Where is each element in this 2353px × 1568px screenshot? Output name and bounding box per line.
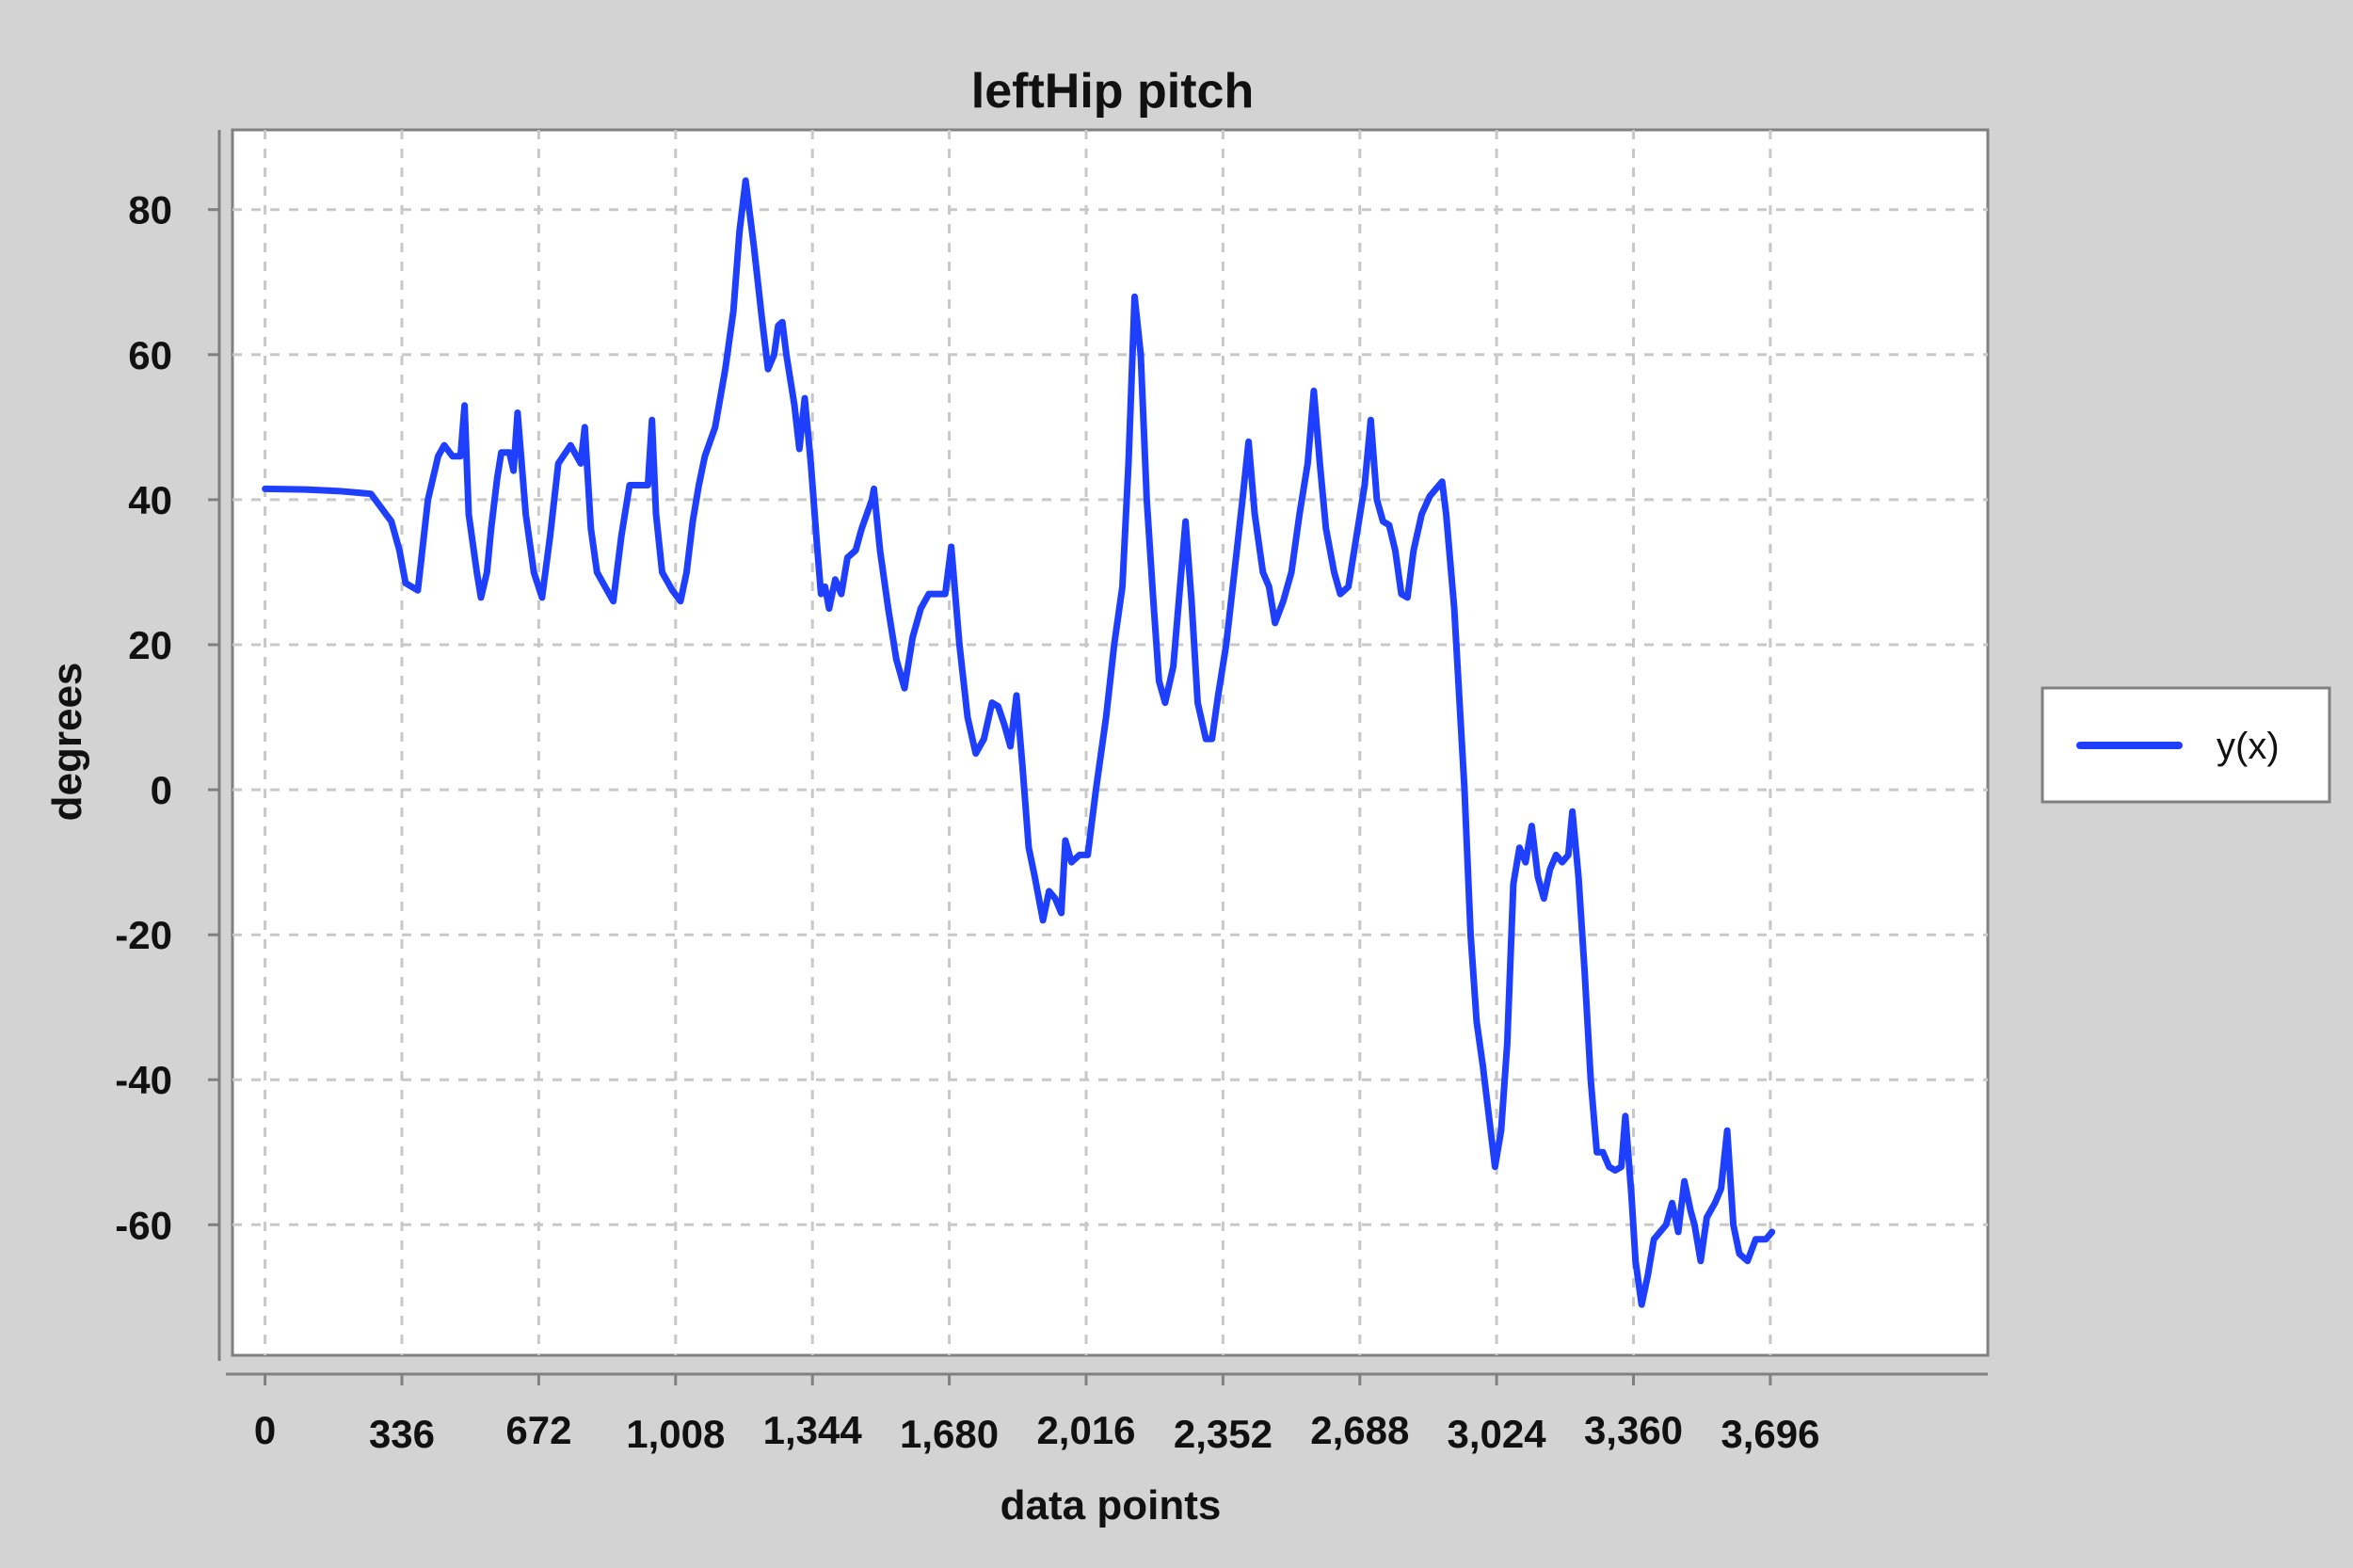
series-line	[262, 177, 1776, 1308]
y-tick-label: 80	[128, 188, 172, 232]
x-tick-label: 1,008	[626, 1412, 725, 1456]
x-tick-label: 0	[254, 1408, 276, 1452]
plot-area	[231, 128, 1990, 1357]
y-tick-label: 60	[128, 333, 172, 377]
x-tick-label: 3,024	[1448, 1412, 1547, 1456]
axis-ticks: 0 336 672 1,008 1,344 1,680 2,016 2,352 2,688 3,0…	[115, 188, 1819, 1456]
x-tick-label: 336	[369, 1412, 435, 1456]
x-tick-label: 672	[505, 1408, 571, 1452]
x-tick-label: 1,344	[763, 1408, 863, 1452]
legend: y(x)	[2041, 686, 2331, 804]
x-tick-label: 3,360	[1584, 1408, 1683, 1452]
legend-label: y(x)	[2217, 726, 2280, 767]
y-tick-label: 40	[128, 478, 172, 522]
y-tick-label: -40	[115, 1058, 172, 1102]
x-axis-label: data points	[1000, 1482, 1222, 1528]
y-axis-label: degrees	[44, 663, 90, 822]
y-tick-label: 0	[151, 768, 172, 812]
chart-title: leftHip pitch	[971, 64, 1254, 119]
x-tick-label: 3,696	[1721, 1412, 1819, 1456]
grid-lines	[232, 130, 1988, 1355]
y-tick-label: -20	[115, 913, 172, 957]
x-tick-label: 2,688	[1310, 1408, 1409, 1452]
x-tick-label: 2,016	[1036, 1408, 1135, 1452]
x-tick-label: 1,680	[900, 1412, 999, 1456]
series-lines	[262, 177, 1776, 1308]
y-tick-label: -60	[115, 1203, 172, 1247]
y-tick-label: 20	[128, 623, 172, 667]
x-tick-label: 2,352	[1174, 1412, 1273, 1456]
